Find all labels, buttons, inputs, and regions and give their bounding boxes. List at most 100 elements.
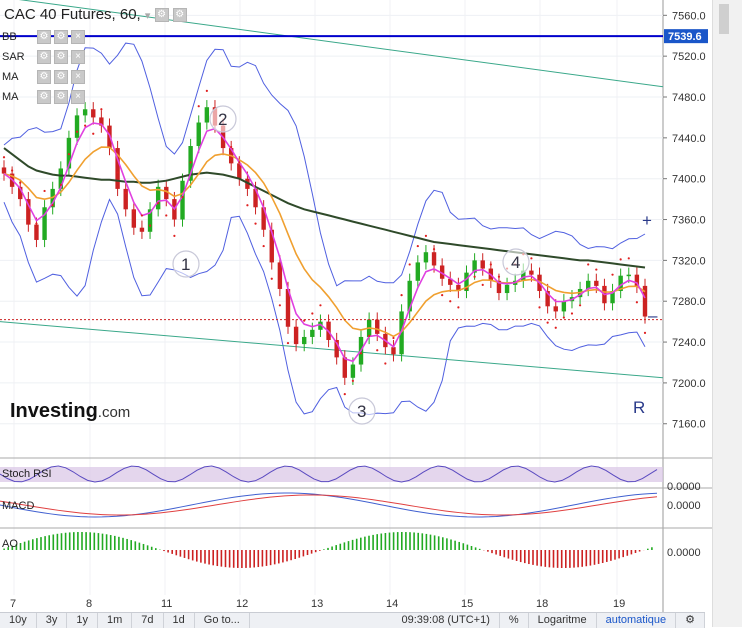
candle-body <box>529 270 534 275</box>
candle-body <box>1 167 7 174</box>
indicator-row[interactable]: MA ⚙ ⚙ × <box>2 70 85 84</box>
gear-icon[interactable]: ⚙ <box>54 90 68 104</box>
candle-body <box>58 168 63 189</box>
indicator-row[interactable]: SAR ⚙ ⚙ × <box>2 50 85 64</box>
settings-icon[interactable]: ⚙ <box>37 90 51 104</box>
candle-body <box>626 274 631 277</box>
bb-lower <box>3 198 646 416</box>
sar-dot <box>108 130 111 133</box>
gear-icon[interactable]: ⚙ <box>54 30 68 44</box>
range-7d[interactable]: 7d <box>132 613 164 628</box>
sar-dot <box>173 234 176 237</box>
sar-dot <box>562 316 565 319</box>
percent-toggle[interactable]: % <box>500 613 529 628</box>
pattern-point-label: 2 <box>218 110 227 129</box>
sar-dot <box>84 124 87 127</box>
goto-button[interactable]: Go to... <box>195 613 250 628</box>
sar-dot <box>286 341 290 345</box>
range-1d[interactable]: 1d <box>164 613 195 628</box>
sar-dot <box>311 312 314 315</box>
sar-dot <box>205 89 208 92</box>
scrollbar-thumb[interactable] <box>719 4 729 34</box>
gear-icon[interactable]: ⚙ <box>172 8 187 23</box>
sar-dot <box>359 352 363 355</box>
settings-icon[interactable]: ⚙ <box>154 8 169 23</box>
close-icon[interactable]: × <box>71 70 85 84</box>
sar-dot <box>538 306 541 309</box>
y-tick-label: 7400.0 <box>672 174 706 186</box>
sar-dot <box>570 312 574 315</box>
lower-trendline <box>0 321 664 379</box>
y-tick-label: 7200.0 <box>672 378 706 390</box>
sar-dot <box>181 195 184 199</box>
indicator-row[interactable]: BB ⚙ ⚙ × <box>2 30 85 44</box>
close-icon[interactable]: × <box>71 30 85 44</box>
settings-icon[interactable]: ⚙ <box>37 30 51 44</box>
sar-dot <box>254 222 257 225</box>
sar-dot <box>343 393 346 396</box>
indicator-panes <box>0 457 712 568</box>
sar-dot <box>148 224 152 227</box>
sar-dot <box>578 304 582 307</box>
price-badge <box>664 29 708 44</box>
gear-icon[interactable]: ⚙ <box>54 70 68 84</box>
candle-body <box>634 274 640 286</box>
close-icon[interactable]: × <box>71 50 85 64</box>
upper-trendline <box>18 0 664 88</box>
sar-dot <box>262 244 265 248</box>
candle-body <box>123 188 128 210</box>
indicator-label: MA <box>2 91 19 103</box>
sar-dot <box>140 214 144 217</box>
x-tick-label: 19 <box>613 598 625 610</box>
sar-dot <box>481 283 484 286</box>
candle-body <box>586 280 591 289</box>
close-icon[interactable]: × <box>71 90 85 104</box>
reset-button[interactable]: R <box>633 398 646 417</box>
candle-body <box>472 260 477 273</box>
sar-dot <box>278 304 281 307</box>
candle-body <box>139 227 145 232</box>
candle-body <box>237 163 242 179</box>
candle-body <box>594 280 599 286</box>
settings-gear-icon[interactable]: ⚙ <box>676 613 705 628</box>
grid <box>0 0 664 612</box>
range-3y[interactable]: 3y <box>37 613 68 628</box>
stoch-line <box>0 465 658 483</box>
x-tick-label: 14 <box>386 598 398 610</box>
side-scrollbar[interactable] <box>712 0 742 627</box>
candle-body <box>155 186 161 210</box>
sar-dot <box>124 191 127 195</box>
settings-icon[interactable]: ⚙ <box>37 50 51 64</box>
investing-logo: Investing.com <box>10 400 131 422</box>
candle-body <box>204 107 210 123</box>
gear-icon[interactable]: ⚙ <box>54 50 68 64</box>
sar-dot <box>100 108 103 111</box>
range-1y[interactable]: 1y <box>67 613 98 628</box>
zoom-in-button[interactable]: + <box>642 211 652 230</box>
sar-dot <box>449 300 452 303</box>
candle-body <box>431 252 437 266</box>
candle-body <box>561 301 567 312</box>
pattern-point-circle <box>502 248 530 276</box>
sar-dot <box>51 204 54 207</box>
y-tick-label: 7240.0 <box>672 337 706 349</box>
candle-body <box>34 224 39 240</box>
sar-dot <box>75 130 79 133</box>
y-tick-label: 7560.0 <box>672 10 706 22</box>
candle-body <box>180 180 185 220</box>
sar-dot <box>197 105 200 108</box>
log-toggle[interactable]: Logaritme <box>529 613 597 628</box>
pattern-point-circle <box>209 105 237 133</box>
indicator-label: BB <box>2 31 17 43</box>
sar-dot <box>627 257 630 260</box>
stoch-rsi-label: Stoch RSI <box>2 468 52 480</box>
zoom-out-button[interactable]: – <box>648 306 658 325</box>
auto-toggle[interactable]: automatique <box>597 613 677 628</box>
price-axis: 7560.0 7520.0 7480.0 7440.0 7400.0 7360.0 7320… <box>0 10 708 559</box>
indicator-row[interactable]: MA ⚙ ⚙ × <box>2 90 85 104</box>
range-1m[interactable]: 1m <box>98 613 133 628</box>
range-10y[interactable]: 10y <box>0 613 37 628</box>
chevron-down-icon[interactable]: ▾ <box>144 10 151 22</box>
settings-icon[interactable]: ⚙ <box>37 70 51 84</box>
